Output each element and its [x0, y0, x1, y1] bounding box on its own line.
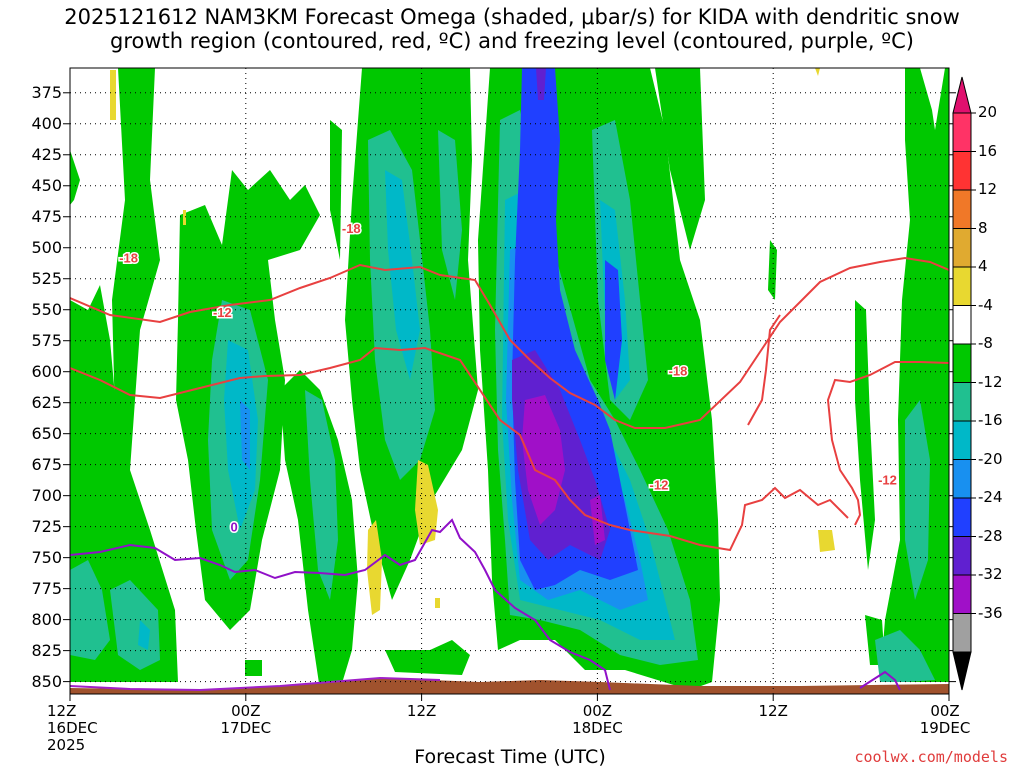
- x-tick-label: 12Z 16DEC 2025: [47, 703, 98, 754]
- colorbar-swatch: [952, 420, 972, 460]
- colorbar-label: -20: [978, 449, 1003, 468]
- credit-text: coolwx.com/models: [854, 748, 1008, 766]
- colorbar-label: 16: [978, 141, 998, 160]
- colorbar-label: -4: [978, 295, 993, 314]
- y-tick-label: 800: [31, 609, 62, 629]
- x-tick-label: 12Z: [390, 703, 454, 720]
- x-tick-label-line: 17DEC: [220, 719, 272, 737]
- contour-label: -18: [342, 221, 361, 236]
- x-tick-label: 12Z: [741, 703, 805, 720]
- colorbar-swatch: [952, 305, 972, 345]
- y-tick-label: 825: [31, 640, 62, 660]
- colorbar-label: -12: [978, 372, 1003, 391]
- y-tick-label: 750: [31, 547, 62, 567]
- colorbar-swatch: [952, 266, 972, 306]
- colorbar-swatch: [952, 151, 972, 191]
- dgz-contour-minus18: [70, 256, 949, 429]
- contour-labels: -18 -18 -18 -12 -12 -12 0: [118, 219, 899, 536]
- colorbar-swatch: [952, 189, 972, 229]
- freezing-level-contour: [70, 518, 611, 691]
- colorbar-label: -8: [978, 334, 993, 352]
- y-tick-label: 500: [31, 237, 62, 257]
- colorbar-swatch: [952, 613, 972, 653]
- colorbar-swatch: [952, 228, 972, 268]
- x-tick-label-line: 00Z: [930, 702, 960, 720]
- colorbar-label: 12: [978, 180, 998, 198]
- y-tick-label: 850: [31, 671, 62, 691]
- contour-label: -12: [213, 305, 232, 320]
- dgz-contour-minus12: [70, 346, 849, 552]
- y-tick-label: 450: [31, 175, 62, 195]
- y-tick-label: 575: [31, 330, 62, 350]
- chart-title-line1: 2025121612 NAM3KM Forecast Omega (shaded…: [64, 5, 960, 29]
- y-tick-label: 525: [31, 268, 62, 288]
- contour-label: -18: [669, 363, 688, 378]
- colorbar-swatch: [952, 382, 972, 422]
- x-tick-label-line: 19DEC: [919, 719, 971, 737]
- contour-label: 0: [230, 520, 237, 535]
- y-tick-label: 650: [31, 423, 62, 443]
- colorbar-swatch: [952, 574, 972, 614]
- x-tick-label-line: 00Z: [231, 702, 261, 720]
- colorbar-label: 20: [978, 103, 998, 121]
- y-tick-label: 475: [31, 206, 62, 226]
- x-tick-label-line: 12Z: [47, 702, 77, 720]
- y-tick-label: 725: [31, 516, 62, 536]
- chart-title-line2: growth region (contoured, red, ºC) and f…: [110, 29, 914, 53]
- y-tick-label: 775: [31, 578, 62, 598]
- colorbar-swatch: [952, 536, 972, 576]
- x-tick-label: 00Z 19DEC: [913, 703, 977, 737]
- colorbar-bottom-arrow: [952, 651, 972, 691]
- colorbar-label: 4: [978, 257, 988, 275]
- colorbar-swatch: [952, 343, 972, 383]
- colorbar-label: -16: [978, 411, 1003, 429]
- x-tick-label-line: 16DEC: [47, 719, 98, 737]
- contour-label: -18: [119, 251, 138, 266]
- colorbar-swatch: [952, 497, 972, 537]
- y-tick-label: 600: [31, 361, 62, 381]
- y-tick-label: 550: [31, 299, 62, 319]
- terrain-shading: [70, 678, 949, 694]
- colorbar: [952, 76, 976, 691]
- y-tick-label: 400: [31, 113, 62, 133]
- colorbar-top-arrow: [952, 76, 972, 114]
- colorbar-swatch: [952, 112, 972, 152]
- x-tick-label: 00Z 17DEC: [214, 703, 278, 737]
- colorbar-label: -32: [978, 565, 1003, 583]
- colorbar-label: -24: [978, 488, 1003, 506]
- x-tick-label-line: 12Z: [758, 702, 788, 720]
- colorbar-label: -28: [978, 526, 1003, 545]
- contour-label: -12: [650, 478, 669, 493]
- x-tick-label-line: 00Z: [582, 702, 613, 720]
- x-tick-marks: [69, 694, 950, 701]
- y-tick-label: 675: [31, 454, 62, 474]
- colorbar-label: 8: [978, 218, 988, 237]
- x-axis-title: Forecast Time (UTC): [414, 746, 606, 768]
- x-tick-label: 00Z 18DEC: [565, 703, 629, 737]
- y-tick-label: 625: [31, 392, 62, 412]
- y-tick-label: 425: [31, 144, 62, 164]
- contour-label: -12: [878, 473, 897, 488]
- colorbar-label: -36: [978, 603, 1003, 622]
- x-tick-label-line: 18DEC: [572, 719, 623, 737]
- colorbar-swatch: [952, 459, 972, 499]
- y-tick-label: 700: [31, 485, 62, 505]
- omega-shading-yellow: [110, 68, 835, 615]
- y-tick-label: 375: [31, 82, 62, 102]
- x-tick-label-line: 12Z: [406, 702, 437, 720]
- x-tick-label-line: 2025: [47, 736, 86, 754]
- plot-frame: [69, 67, 950, 695]
- y-tick-marks: [63, 92, 956, 683]
